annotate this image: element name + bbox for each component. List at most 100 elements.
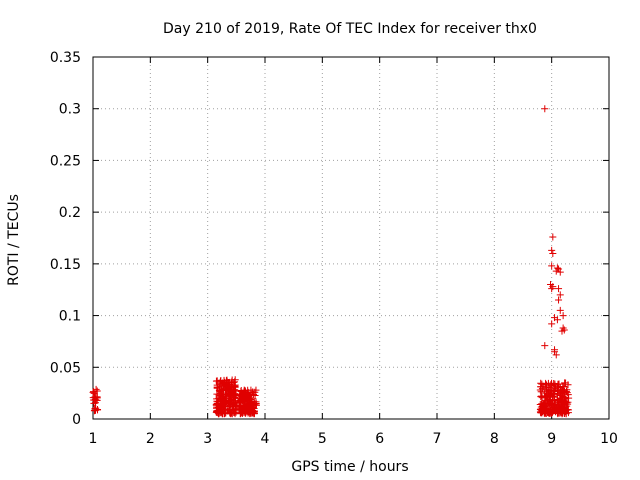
data-point [549, 250, 557, 258]
grid-lines [93, 57, 609, 419]
x-tick-label: 4 [261, 431, 270, 447]
data-point [243, 397, 251, 405]
x-tick-label: 1 [89, 431, 98, 447]
data-point [548, 320, 556, 328]
data-point [554, 401, 562, 409]
data-point [215, 393, 223, 401]
data-point [212, 377, 220, 385]
data-point [221, 384, 229, 392]
y-tick-label: 0.2 [59, 205, 81, 221]
data-point [561, 408, 569, 416]
data-point [551, 380, 559, 388]
y-axis-label: ROTI / TECUs [6, 194, 22, 286]
data-point [229, 406, 237, 414]
data-point [561, 379, 569, 387]
y-tick-label: 0.35 [50, 50, 81, 66]
data-point [91, 407, 99, 415]
data-point [556, 291, 564, 299]
y-tick-label: 0.1 [59, 309, 81, 325]
data-point [91, 395, 99, 403]
x-tick-label: 9 [547, 431, 556, 447]
data-point [239, 398, 247, 406]
chart-title: Day 210 of 2019, Rate Of TEC Index for r… [163, 21, 537, 37]
data-point [540, 403, 548, 411]
x-tick-label: 10 [600, 431, 618, 447]
data-point [538, 380, 546, 388]
data-point [546, 395, 554, 403]
data-point [248, 389, 256, 397]
data-point [213, 407, 221, 415]
data-point [559, 312, 567, 320]
data-point [537, 393, 545, 401]
data-point [92, 385, 100, 393]
x-tick-label: 7 [433, 431, 442, 447]
data-point [552, 351, 560, 359]
data-point [553, 264, 561, 272]
data-point [237, 410, 245, 418]
data-point [222, 409, 230, 417]
y-tick-label: 0.15 [50, 257, 81, 273]
data-point [553, 316, 561, 324]
y-tick-label: 0.05 [50, 360, 81, 376]
data-point [90, 396, 98, 404]
plot-frame [92, 56, 610, 420]
data-point [539, 404, 547, 412]
data-point [224, 397, 232, 405]
data-point [216, 392, 224, 400]
data-point [547, 391, 555, 399]
data-point [548, 262, 556, 270]
y-tick-label: 0.25 [50, 153, 81, 169]
data-point [249, 388, 257, 396]
data-point [556, 268, 564, 276]
data-point [544, 387, 552, 395]
data-point [250, 398, 258, 406]
data-point [238, 390, 246, 398]
data-point [537, 379, 545, 387]
data-point [554, 387, 562, 395]
data-point [540, 409, 548, 417]
data-point [242, 393, 250, 401]
data-point [558, 403, 566, 411]
data-point [555, 285, 563, 293]
data-point [556, 306, 564, 314]
data-point [555, 296, 563, 304]
x-axis-label: GPS time / hours [291, 459, 408, 475]
data-point [244, 386, 252, 394]
data-point [549, 233, 557, 241]
data-point [222, 385, 230, 393]
data-point [548, 285, 556, 293]
data-point [89, 388, 97, 396]
y-tick-labels: 0 0.05 0.1 0.15 0.2 0.25 0.3 0.35 [50, 50, 81, 428]
x-tick-label: 5 [318, 431, 327, 447]
data-point [547, 409, 555, 417]
axis-ticks [92, 56, 610, 420]
x-tick-label: 6 [375, 431, 384, 447]
data-point [541, 105, 549, 113]
data-point [225, 398, 233, 406]
x-tick-label: 2 [146, 431, 155, 447]
data-point [556, 394, 564, 402]
data-point [238, 408, 246, 416]
data-point [552, 267, 560, 275]
data-point [557, 407, 565, 415]
data-point [246, 403, 254, 411]
data-point [228, 387, 236, 395]
y-tick-label: 0 [72, 412, 81, 428]
data-point [220, 376, 228, 384]
data-point [216, 402, 224, 410]
data-point [558, 327, 566, 335]
data-point [536, 408, 544, 416]
data-point [551, 348, 559, 356]
y-tick-label: 0.3 [59, 102, 81, 118]
data-point [236, 402, 244, 410]
data-point [564, 391, 572, 399]
data-point [561, 398, 569, 406]
data-point [559, 383, 567, 391]
data-point [213, 383, 221, 391]
data-point [248, 408, 256, 416]
data-point [214, 398, 222, 406]
data-points [89, 105, 573, 418]
data-point [246, 398, 254, 406]
data-point [547, 400, 555, 408]
